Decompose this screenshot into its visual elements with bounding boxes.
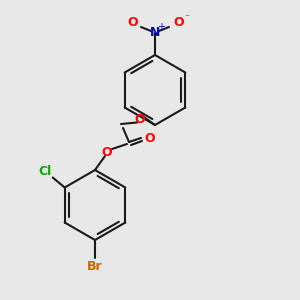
- Text: O: O: [135, 113, 145, 126]
- Text: Cl: Cl: [38, 165, 51, 178]
- Text: N: N: [150, 26, 160, 40]
- Text: ⁻: ⁻: [184, 13, 190, 23]
- Text: O: O: [145, 131, 155, 145]
- Text: O: O: [174, 16, 184, 28]
- Text: O: O: [102, 146, 112, 158]
- Text: Br: Br: [87, 260, 103, 272]
- Text: O: O: [128, 16, 138, 28]
- Text: +: +: [157, 22, 165, 32]
